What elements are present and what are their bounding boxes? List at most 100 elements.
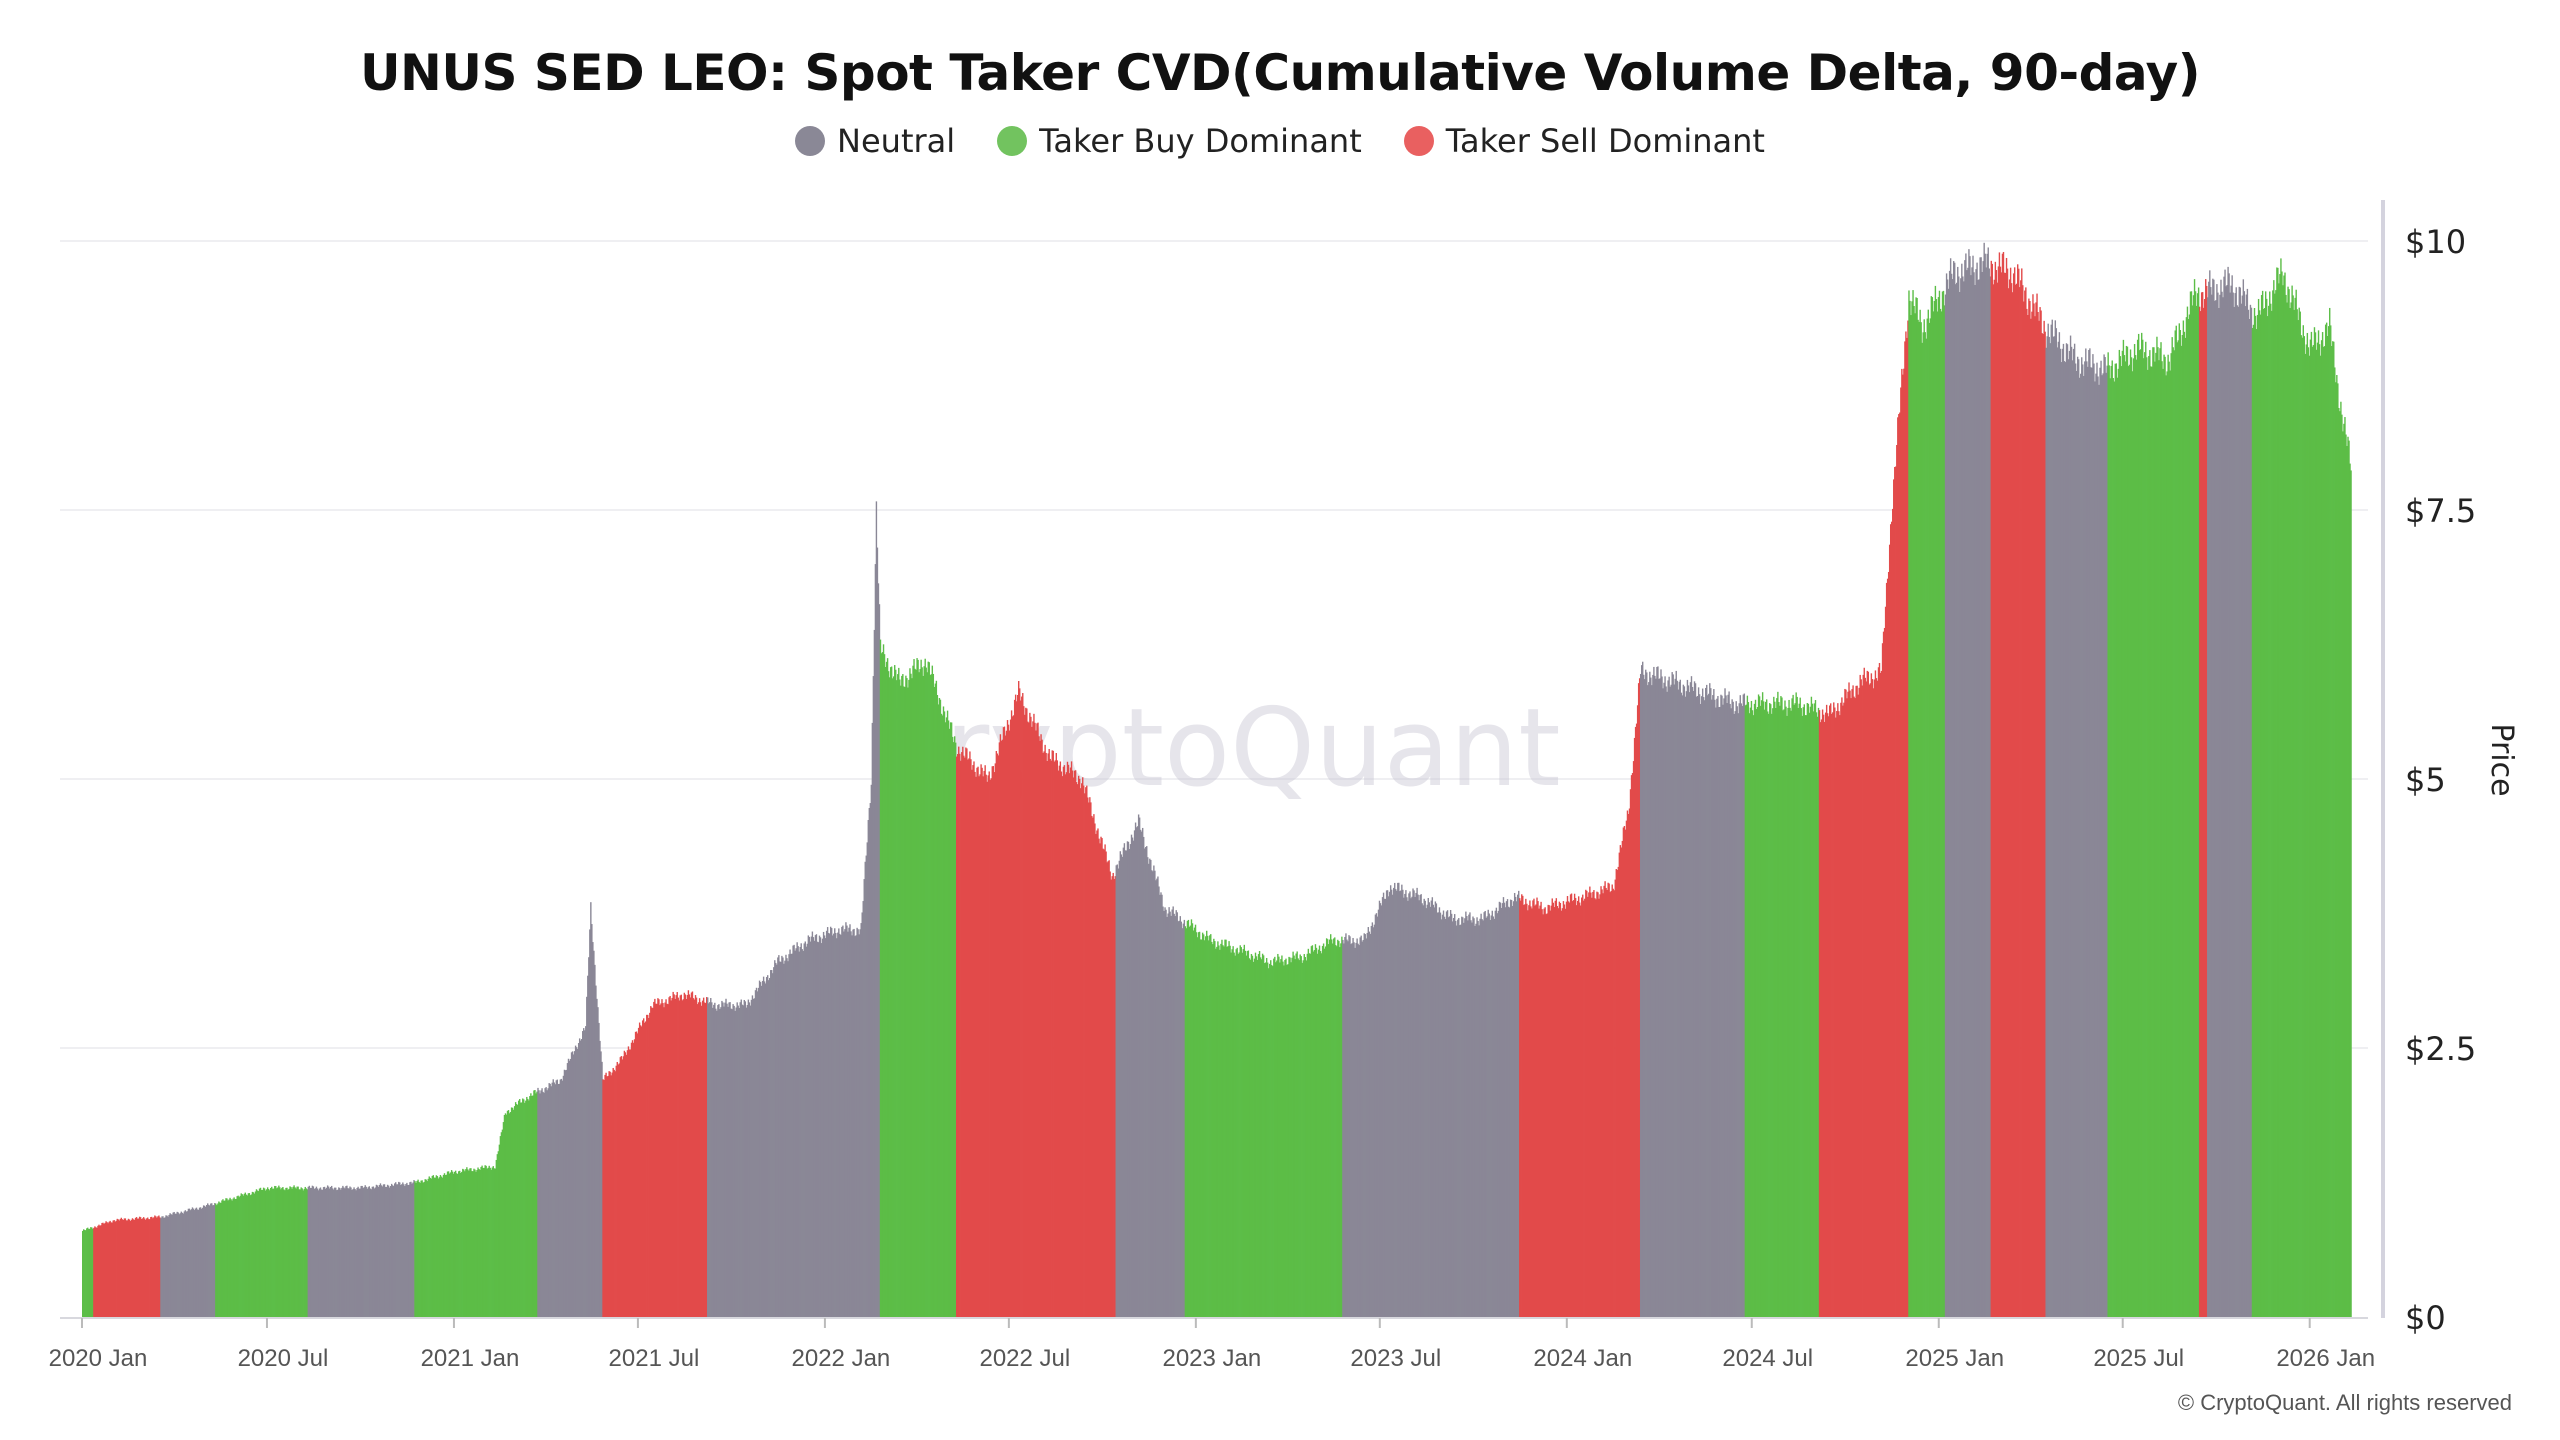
price-bar <box>1034 722 1036 1317</box>
price-bar <box>806 943 809 1317</box>
price-bar <box>1497 910 1500 1317</box>
price-bar <box>1036 723 1038 1317</box>
price-bar <box>1683 686 1686 1317</box>
price-bar <box>1112 872 1114 1317</box>
price-bar <box>2280 258 2282 1317</box>
price-bar <box>1628 808 1631 1317</box>
price-bar <box>1739 695 1741 1317</box>
price-bar <box>172 1212 174 1317</box>
price-bar <box>957 754 959 1317</box>
price-bar <box>1679 679 1682 1317</box>
price-bar <box>2128 364 2131 1317</box>
price-bar <box>606 1076 608 1317</box>
price-bar <box>538 1090 540 1317</box>
price-bar <box>537 1087 539 1317</box>
price-bar <box>1492 916 1495 1317</box>
price-bar <box>1124 850 1127 1317</box>
price-bar <box>2168 361 2170 1318</box>
price-bar <box>1346 939 1348 1317</box>
price-bar <box>1410 898 1412 1317</box>
price-bar <box>1217 941 1219 1317</box>
price-bar <box>1249 959 1252 1317</box>
price-bar <box>703 1002 706 1317</box>
price-bar <box>1337 939 1339 1317</box>
price-bar <box>2254 315 2257 1317</box>
price-bar <box>569 1058 572 1317</box>
price-bar <box>1423 898 1425 1317</box>
price-bar <box>397 1184 399 1317</box>
price-bar <box>1672 674 1674 1317</box>
price-bar <box>1258 951 1261 1317</box>
price-bar <box>491 1167 493 1317</box>
price-bar <box>471 1171 473 1317</box>
price-bar <box>1145 847 1147 1317</box>
price-bar <box>2059 348 2062 1317</box>
price-bar <box>1933 300 1936 1317</box>
price-bar <box>291 1188 293 1317</box>
price-bar <box>1805 715 1808 1317</box>
price-bar <box>215 1203 217 1317</box>
price-bar <box>2148 356 2150 1317</box>
price-bar <box>1995 270 1998 1318</box>
price-bar <box>793 944 795 1317</box>
price-bar <box>533 1090 535 1317</box>
price-bar <box>1523 904 1525 1317</box>
price-bar <box>1256 959 1259 1317</box>
price-bar <box>1654 675 1656 1317</box>
price-bar <box>181 1212 183 1317</box>
price-bar <box>1645 669 1647 1317</box>
price-bar <box>583 1028 585 1317</box>
price-bar <box>1415 892 1417 1317</box>
price-bar <box>2070 346 2073 1317</box>
price-bar <box>1610 890 1612 1317</box>
price-bar <box>1129 844 1132 1317</box>
price-bar <box>639 1025 642 1317</box>
price-bar <box>1909 300 1911 1318</box>
price-bar <box>655 1003 657 1317</box>
price-bar <box>542 1091 544 1317</box>
price-bar <box>599 1040 601 1317</box>
price-bar <box>1323 948 1326 1317</box>
price-bar <box>198 1207 201 1317</box>
price-bar <box>540 1090 542 1317</box>
price-bar <box>449 1172 452 1317</box>
price-bar <box>2079 377 2081 1317</box>
price-bar <box>1193 927 1196 1317</box>
price-bar <box>467 1169 469 1317</box>
price-bar <box>631 1040 634 1317</box>
price-bar <box>171 1214 173 1317</box>
price-bar <box>669 995 671 1317</box>
legend-item-sell[interactable]: Taker Sell Dominant <box>1403 122 1765 160</box>
price-bar <box>2188 314 2191 1318</box>
price-bar <box>560 1078 563 1317</box>
price-bar <box>2150 366 2152 1317</box>
price-bar <box>458 1171 460 1317</box>
price-bar <box>902 674 904 1317</box>
price-bar <box>2243 291 2246 1318</box>
x-tick-label: 2023 Jul <box>1350 1345 1441 1372</box>
price-bar <box>1127 841 1130 1317</box>
price-bar <box>816 941 819 1317</box>
price-bar <box>2054 320 2057 1317</box>
price-bar <box>1878 662 1881 1317</box>
price-bar <box>2228 273 2230 1317</box>
price-bar <box>1122 847 1125 1317</box>
price-bar <box>1646 672 1648 1317</box>
price-bar <box>1586 890 1588 1317</box>
price-bar <box>1696 696 1699 1317</box>
price-bar <box>2312 345 2315 1317</box>
y-tick-label: $0 <box>2405 1299 2446 1337</box>
price-bar <box>112 1220 114 1317</box>
price-bar <box>2255 329 2258 1318</box>
price-bar <box>1866 670 1869 1317</box>
legend-item-buy[interactable]: Taker Buy Dominant <box>997 122 1362 160</box>
price-bar <box>2212 278 2214 1317</box>
price-bar <box>1947 288 1950 1317</box>
price-bar <box>1638 678 1641 1317</box>
price-bar <box>111 1222 113 1317</box>
price-bar <box>123 1218 126 1317</box>
price-bar <box>1322 943 1325 1317</box>
price-bar <box>677 997 679 1317</box>
legend-item-neutral[interactable]: Neutral <box>795 122 955 160</box>
price-bar <box>220 1202 222 1317</box>
